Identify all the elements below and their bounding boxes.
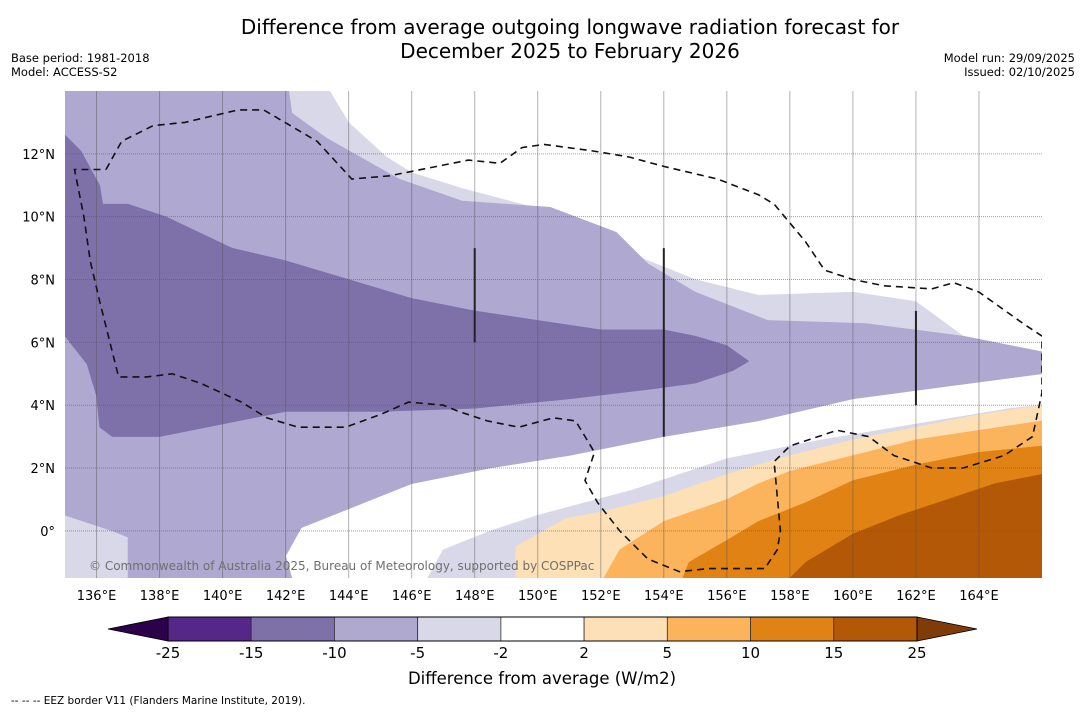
colorbar-tick-label: -2 [493, 644, 508, 662]
lon-tick-label: 142°E [266, 589, 306, 604]
colorbar-tick-label: -25 [156, 644, 181, 662]
colorbar-tick-label: 15 [824, 644, 843, 662]
lat-tick-label: 2°N [31, 462, 56, 477]
lat-tick-label: 6°N [31, 336, 56, 351]
colorbar-tick-label: -15 [239, 644, 264, 662]
colorbar-tick-label: 10 [741, 644, 760, 662]
region-plus-15-to-plus-25 [789, 474, 1042, 578]
lat-tick-label: 8°N [31, 274, 56, 289]
colorbar-segment [334, 616, 419, 642]
issued-date: Issued: 02/10/2025 [964, 65, 1075, 79]
latitude-axis: 0° 2°N 4°N 6°N 8°N 10°N 12°N [22, 148, 55, 540]
map-title: Difference from average outgoing longwav… [170, 15, 970, 63]
title-line-2: December 2025 to February 2026 [400, 39, 740, 63]
lon-tick-label: 140°E [203, 589, 243, 604]
colorbar-segment [250, 616, 335, 642]
lon-tick-label: 146°E [392, 589, 432, 604]
lat-tick-label: 10°N [22, 211, 55, 226]
title-line-1: Difference from average outgoing longwav… [240, 15, 900, 39]
contour-regions [65, 91, 1042, 578]
lon-tick-label: 156°E [707, 589, 747, 604]
run-info: Model run: 29/09/2025 Issued: 02/10/2025 [944, 51, 1075, 79]
colorbar-tick-label: 5 [663, 644, 673, 662]
colorbar-under-arrow [107, 616, 169, 642]
lat-tick-label: 12°N [22, 148, 55, 163]
colorbar-segment [750, 616, 835, 642]
colorbar-segment [833, 616, 918, 642]
gridlines [65, 91, 1042, 578]
longitude-axis: 136°E 138°E 140°E 142°E 144°E 146°E 148°E 150°E… [77, 589, 999, 604]
colorbar-title: Difference from average (W/m2) [408, 669, 676, 688]
region-minus-15-to-minus-10 [65, 134, 750, 437]
base-period: Base period: 1981-2018 [11, 51, 150, 65]
eez-borders [73, 109, 1042, 573]
eez-border-line [73, 109, 1042, 573]
colorbar-tick-label: -10 [322, 644, 347, 662]
model-run-date: Model run: 29/09/2025 [943, 51, 1075, 65]
colorbar-tick-label: -5 [410, 644, 425, 662]
lon-tick-label: 162°E [896, 589, 936, 604]
copyright-notice: © Commonwealth of Australia 2025, Bureau… [89, 559, 594, 573]
colorbar: -25 -15 -10 -5 -2 2 5 10 15 25 [107, 616, 978, 662]
lon-tick-label: 160°E [833, 589, 873, 604]
lon-tick-label: 164°E [959, 589, 999, 604]
lon-tick-label: 150°E [518, 589, 558, 604]
lon-tick-label: 154°E [644, 589, 684, 604]
model-name: Model: ACCESS-S2 [11, 65, 118, 79]
lon-tick-label: 152°E [581, 589, 621, 604]
colorbar-segment [167, 616, 252, 642]
lon-tick-label: 144°E [329, 589, 369, 604]
eez-footnote: -- -- -- EEZ border V11 (Flanders Marine… [11, 695, 306, 707]
lat-tick-label: 4°N [31, 399, 56, 414]
lat-tick-label: 0° [40, 525, 55, 540]
lon-tick-label: 158°E [770, 589, 810, 604]
colorbar-segment [417, 616, 502, 642]
colorbar-over-arrow [916, 616, 978, 642]
lon-tick-label: 138°E [140, 589, 180, 604]
colorbar-segment [583, 616, 668, 642]
colorbar-outline [167, 616, 918, 642]
colorbar-tick-label: 2 [579, 644, 589, 662]
model-info: Base period: 1981-2018 Model: ACCESS-S2 [11, 51, 150, 79]
map-panel: © Commonwealth of Australia 2025, Bureau… [65, 91, 1042, 578]
colorbar-tick-label: 25 [907, 644, 926, 662]
lon-tick-label: 136°E [77, 589, 117, 604]
colorbar-segment [500, 616, 585, 642]
lon-tick-label: 148°E [455, 589, 495, 604]
colorbar-segment [666, 616, 751, 642]
